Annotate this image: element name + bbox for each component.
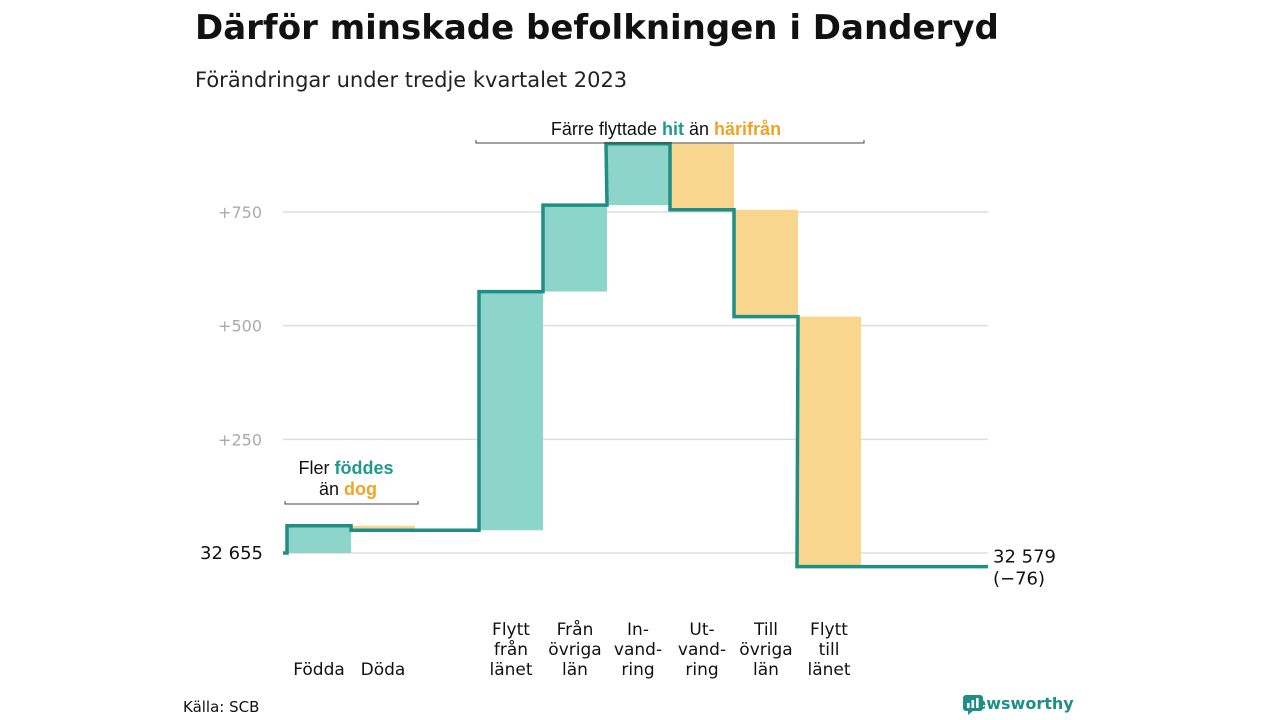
newsworthy-logo-icon: [963, 695, 983, 715]
y-tick-label: +250: [218, 430, 262, 449]
bar: [543, 205, 607, 292]
bar: [479, 291, 543, 531]
start-value-label: 32 655: [200, 543, 263, 564]
annotation-births-mid: än: [319, 479, 339, 499]
x-category-label-line: Till: [753, 620, 778, 640]
annotation-bracket-births: [284, 501, 419, 505]
x-category-label-line: län: [562, 660, 588, 680]
x-category-label-line: Från: [557, 619, 594, 640]
x-category-label-line: In-: [627, 620, 649, 640]
x-category-label: Flytt till länet: [807, 620, 850, 680]
annotation-births: Fler föddes: [298, 458, 393, 478]
x-category-label-line: Födda: [293, 660, 345, 680]
x-category-label-line: vand-: [678, 640, 726, 660]
x-category-label-line: från: [494, 639, 528, 660]
brand-name: Newsworthy: [962, 694, 1074, 713]
x-category-label-line: ring: [621, 660, 654, 680]
bar: [797, 316, 861, 567]
x-category-label-line: till: [819, 640, 840, 660]
annotation-moves-mid: än: [689, 119, 709, 139]
y-tick-label: +750: [218, 203, 262, 222]
x-category-label-line: övriga: [548, 640, 601, 660]
bar: [351, 525, 415, 531]
cumulative-step-line: [283, 142, 988, 569]
annotation-moves-out: härifrån: [714, 119, 781, 139]
x-category-label-line: ring: [685, 660, 718, 680]
x-category-label-line: länet: [807, 660, 850, 680]
y-tick-label: +500: [218, 317, 262, 336]
source-note: Källa: SCB: [183, 698, 260, 716]
annotation-moves-pre: Färre flyttade: [551, 119, 657, 139]
annotation-births-pre: Fler: [298, 458, 329, 478]
x-category-label-line: län: [753, 660, 779, 680]
chart-subtitle: Förändringar under tredje kvartalet 2023: [195, 68, 628, 92]
x-category-label-line: Flytt: [810, 620, 848, 640]
x-category-label-line: Flytt: [492, 620, 530, 640]
x-category-label: Ut-vand-ring: [678, 620, 726, 680]
x-category-label-line: vand-: [614, 640, 662, 660]
x-category-label: Flytt från länet: [489, 620, 532, 680]
x-category-label-line: Ut-: [689, 620, 714, 640]
x-category-label: In-vand-ring: [614, 620, 662, 680]
bar: [287, 525, 351, 553]
bar: [734, 209, 798, 317]
end-change-label: (−76): [993, 569, 1045, 590]
annotation-moves: Färre flyttade hit än härifrån: [551, 119, 781, 139]
annotation-births-out: dog: [344, 479, 377, 499]
annotation-bracket-moves: [475, 140, 865, 144]
chart-title: Därför minskade befolkningen i Danderyd: [195, 8, 999, 48]
x-category-label: Döda: [361, 660, 406, 680]
x-category-label-line: länet: [489, 660, 532, 680]
bar: [670, 143, 734, 210]
x-category-label-line: Döda: [361, 660, 406, 680]
bar: [606, 143, 670, 206]
x-category-label: Födda: [293, 660, 345, 680]
x-category-label: Till övriga län: [739, 620, 792, 680]
end-value-label: 32 579: [993, 547, 1056, 568]
x-category-label-line: övriga: [739, 640, 792, 660]
annotation-births: än dog: [319, 479, 377, 499]
brand-logo: Newsworthy: [962, 694, 1074, 715]
annotation-moves-in: hit: [662, 119, 684, 139]
x-category-label: Från övriga län: [548, 619, 601, 680]
annotation-births-in: föddes: [335, 458, 394, 478]
